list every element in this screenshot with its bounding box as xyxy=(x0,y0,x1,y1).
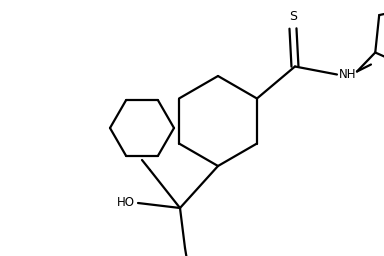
Text: S: S xyxy=(289,9,297,23)
Text: HO: HO xyxy=(117,197,135,209)
Text: NH: NH xyxy=(339,68,356,81)
